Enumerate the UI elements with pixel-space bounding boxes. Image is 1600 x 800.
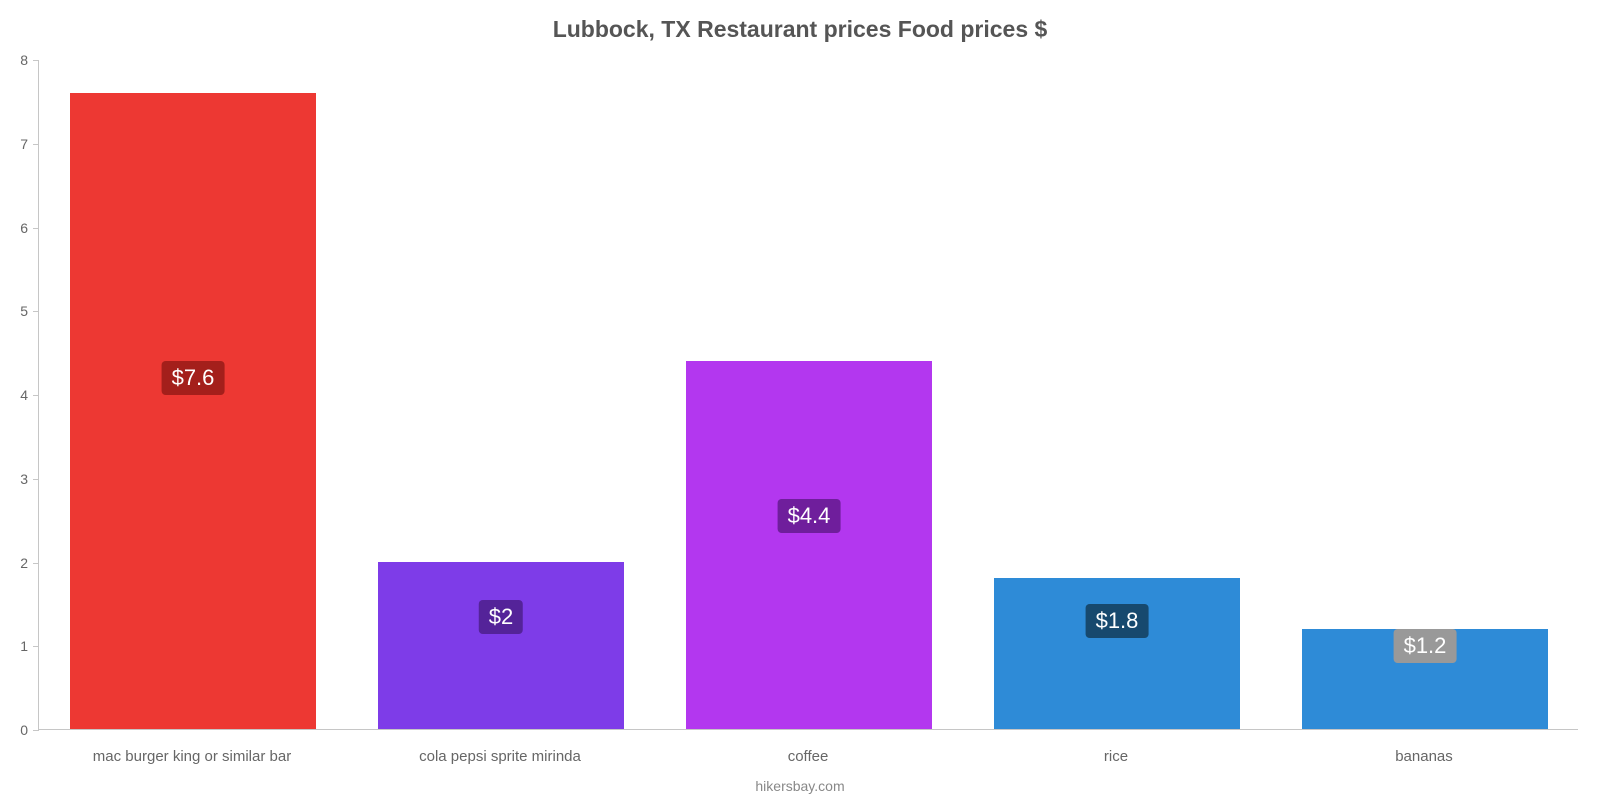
x-axis-tick-label: bananas — [1395, 748, 1453, 765]
y-axis-tick-label: 2 — [0, 555, 28, 571]
x-axis-tick-label: rice — [1104, 748, 1128, 765]
y-axis-tick-label: 6 — [0, 220, 28, 236]
y-axis-tick-label: 5 — [0, 303, 28, 319]
x-axis-tick-label: coffee — [788, 748, 829, 765]
bar — [70, 93, 316, 730]
bar — [378, 562, 624, 730]
bar-value-label: $7.6 — [162, 361, 225, 395]
y-axis-tick-label: 0 — [0, 722, 28, 738]
bar-value-label: $1.2 — [1394, 629, 1457, 663]
chart-credit: hikersbay.com — [0, 778, 1600, 794]
y-axis-tick-label: 1 — [0, 638, 28, 654]
bar-value-label: $4.4 — [778, 499, 841, 533]
x-axis-tick-label: mac burger king or similar bar — [93, 748, 291, 765]
y-axis-tick-label: 7 — [0, 136, 28, 152]
chart-title: Lubbock, TX Restaurant prices Food price… — [0, 16, 1600, 43]
bar-value-label: $1.8 — [1086, 604, 1149, 638]
y-axis-tick-label: 4 — [0, 387, 28, 403]
x-axis-tick-label: cola pepsi sprite mirinda — [419, 748, 581, 765]
y-axis-tick-label: 3 — [0, 471, 28, 487]
chart-container: Lubbock, TX Restaurant prices Food price… — [0, 0, 1600, 800]
plot-area: $7.6 $2 $4.4 $1.8 $1.2 — [38, 60, 1578, 730]
bar — [686, 361, 932, 730]
bar-value-label: $2 — [479, 600, 523, 634]
bar — [994, 578, 1240, 729]
y-axis-tick-label: 8 — [0, 52, 28, 68]
